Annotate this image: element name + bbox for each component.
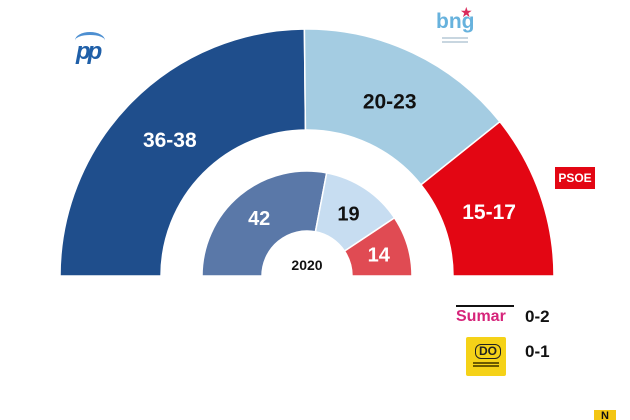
inner-ring-year: 2020 (291, 257, 323, 273)
outer-segment-pp (59, 28, 307, 277)
psoe-logo: PSOE (555, 167, 595, 189)
star-icon: ★ (460, 4, 473, 20)
pp-logo: pp (74, 32, 114, 65)
inner-label-pp: 42 (248, 208, 270, 230)
publisher-logo: N (594, 410, 616, 420)
outer-label-bng: 20-23 (363, 91, 417, 114)
outer-label-pp: 36-38 (143, 129, 197, 152)
sumar-logo-text: Sumar (456, 308, 506, 325)
bng-logo-text: bng (436, 10, 475, 33)
pp-logo-text: pp (76, 38, 102, 65)
outer-segment-psoe (419, 120, 555, 277)
inner-label-psoe: 14 (368, 244, 391, 266)
sumar-logo: Sumar (456, 305, 514, 329)
inner-label-bng: 19 (337, 204, 359, 226)
bng-logo: bng ★ (436, 4, 480, 50)
outer-label-psoe: 15-17 (462, 201, 516, 224)
do-logo: DO (466, 337, 506, 376)
do-logo-text: DO (475, 344, 501, 359)
sumar-seat-range: 0-2 (525, 307, 550, 326)
inner-segment-pp (201, 170, 328, 277)
inner-segment-psoe (343, 216, 413, 277)
do-seat-range: 0-1 (525, 342, 550, 361)
